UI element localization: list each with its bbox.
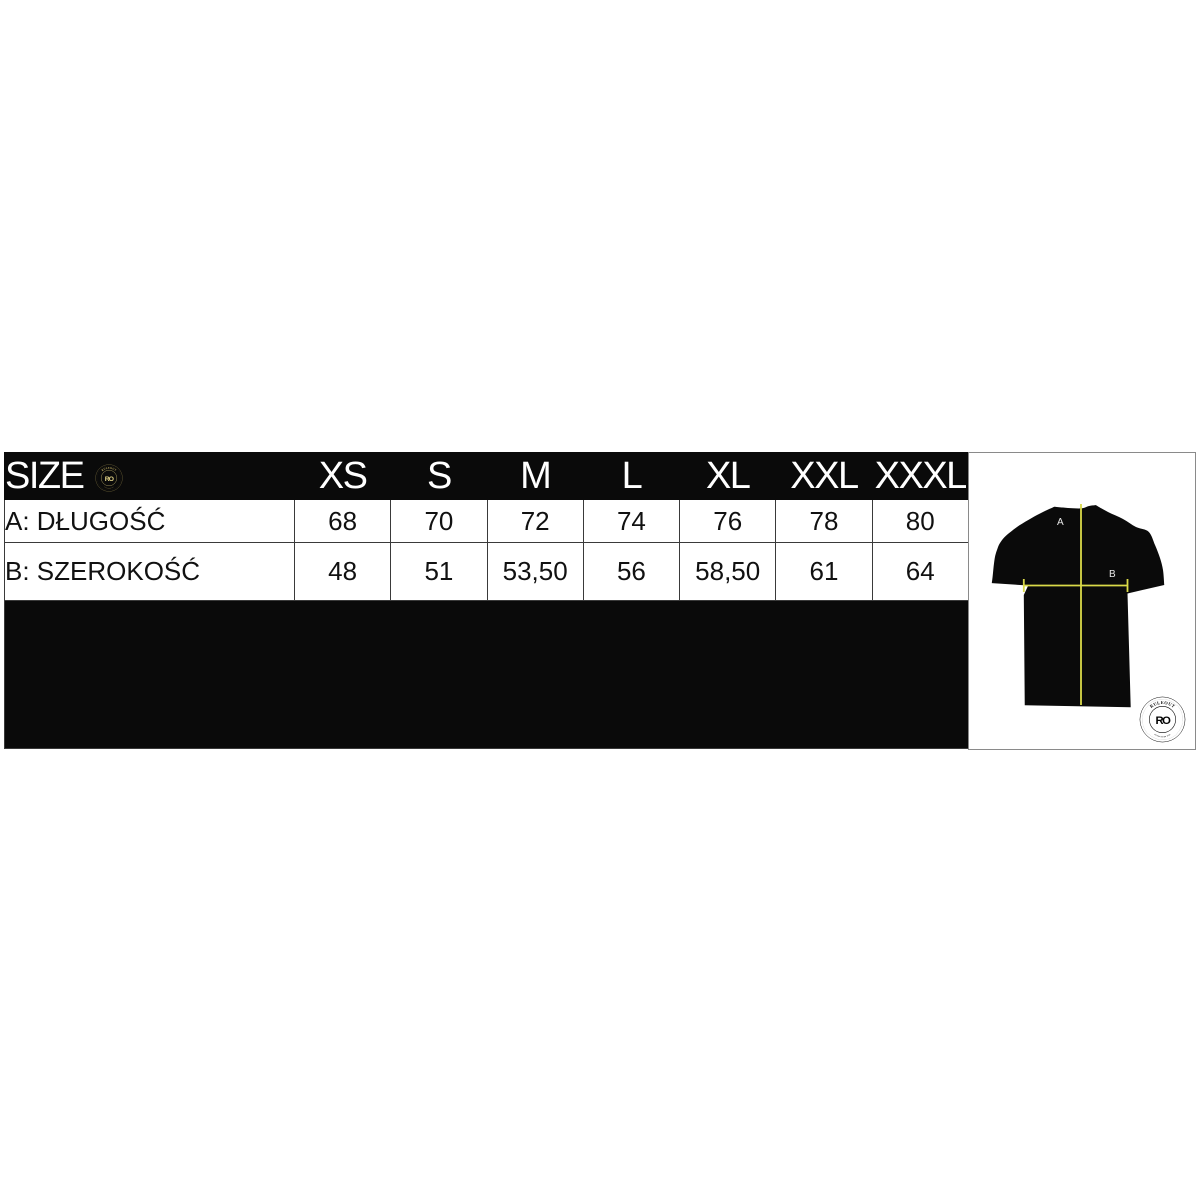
svg-text:A: A bbox=[1057, 517, 1064, 528]
svg-text:B: B bbox=[1109, 569, 1116, 580]
